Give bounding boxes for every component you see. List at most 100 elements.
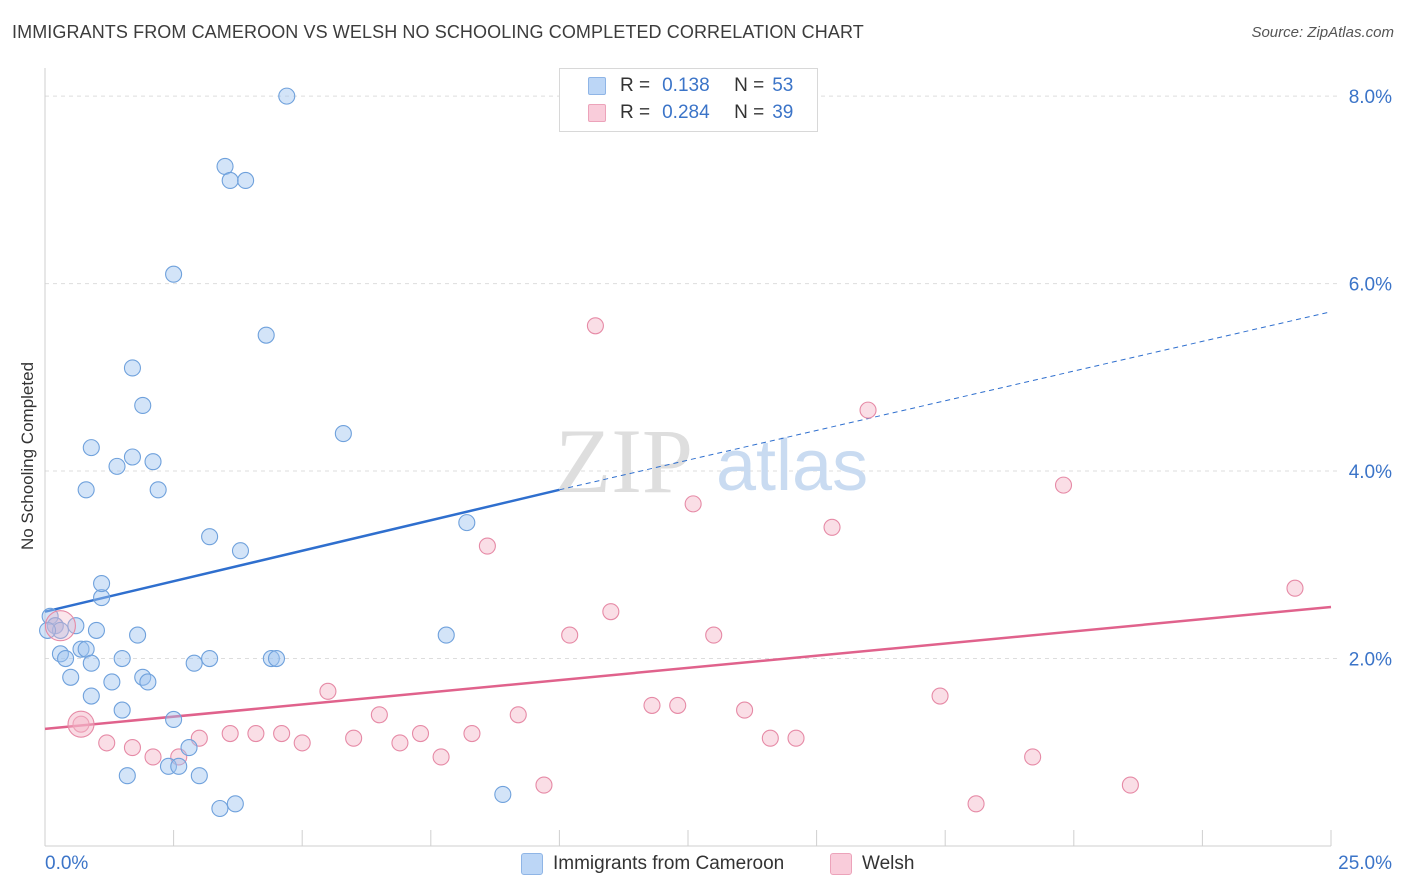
- cameroon-point: [144, 453, 162, 471]
- welsh-point: [705, 626, 723, 644]
- welsh-point: [967, 795, 985, 813]
- cameroon-point: [72, 640, 90, 658]
- cameroon-point: [201, 649, 219, 668]
- welsh-point: [319, 682, 337, 700]
- x-tick-label: 0.0%: [45, 853, 88, 874]
- y-axis-label: No Schooling Completed: [18, 361, 37, 551]
- cameroon-point: [185, 654, 203, 672]
- data-points: [39, 87, 1304, 818]
- cameroon-point: [82, 687, 100, 705]
- series-swatch-welsh: [830, 853, 852, 875]
- legend-r-label: R =: [620, 102, 651, 123]
- legend-swatch-welsh: [588, 104, 606, 122]
- cameroon-point: [494, 785, 512, 803]
- cameroon-point: [77, 481, 95, 499]
- cameroon-point: [123, 359, 141, 377]
- cameroon-point: [231, 542, 250, 560]
- series-legend-welsh: Welsh: [830, 850, 914, 878]
- series-label-cameroon: Immigrants from Cameroon: [553, 853, 785, 874]
- legend-r-label: R =: [620, 75, 651, 96]
- legend-n-value: 53: [772, 75, 794, 96]
- y-tick-label: 8.0%: [1349, 87, 1392, 108]
- cameroon-point: [103, 673, 121, 691]
- cameroon-point: [113, 701, 131, 719]
- axes: [44, 68, 1332, 847]
- welsh-point: [1054, 476, 1073, 494]
- cameroon-point: [267, 649, 286, 668]
- welsh-point: [643, 696, 661, 714]
- cameroon-point: [113, 649, 131, 668]
- legend-swatch-cameroon: [588, 77, 606, 95]
- cameroon-point: [211, 799, 229, 818]
- y-tick-label: 6.0%: [1349, 275, 1392, 296]
- welsh-point: [247, 724, 265, 743]
- welsh-point: [787, 729, 805, 747]
- legend-n-label: N =: [734, 75, 765, 96]
- welsh-point: [736, 701, 754, 719]
- cameroon-point: [82, 654, 100, 672]
- cameroon-point: [82, 439, 100, 457]
- cameroon-point: [458, 514, 476, 532]
- welsh-point: [345, 729, 363, 747]
- welsh-point: [761, 729, 779, 747]
- welsh-point: [602, 603, 620, 621]
- welsh-point: [859, 401, 877, 419]
- legend-row-cameroon: R = 0.138 N = 53: [588, 73, 793, 99]
- cameroon-point: [39, 621, 57, 639]
- cameroon-point: [149, 481, 167, 499]
- welsh-point: [535, 776, 553, 794]
- y-tick-label: 2.0%: [1349, 650, 1392, 671]
- cameroon-trend-extension: [559, 311, 1332, 491]
- cameroon-point: [62, 668, 80, 686]
- legend-n-label: N =: [734, 102, 765, 123]
- cameroon-point: [334, 425, 352, 443]
- watermark-atlas: atlas: [716, 426, 868, 506]
- welsh-point: [144, 748, 162, 766]
- cameroon-point: [278, 87, 296, 105]
- welsh-point: [432, 748, 450, 766]
- cameroon-point: [221, 171, 239, 190]
- welsh-point: [509, 706, 527, 724]
- cameroon-point: [93, 574, 111, 593]
- cameroon-point: [226, 795, 244, 813]
- cameroon-point: [134, 668, 152, 686]
- cameroon-point: [139, 673, 157, 691]
- welsh-point: [561, 626, 579, 644]
- legend-r-value: 0.138: [662, 75, 710, 96]
- source-label: Source: ZipAtlas.com: [1251, 24, 1394, 41]
- cameroon-point: [170, 757, 188, 775]
- cameroon-point: [123, 448, 141, 466]
- cameroon-point: [237, 171, 255, 190]
- welsh-point: [123, 739, 141, 757]
- chart-title: IMMIGRANTS FROM CAMEROON VS WELSH NO SCH…: [12, 22, 864, 42]
- welsh-point: [98, 734, 116, 752]
- x-tick-label: 25.0%: [1338, 853, 1392, 874]
- cameroon-point: [57, 649, 75, 668]
- cameroon-point: [190, 767, 208, 785]
- welsh-point: [1286, 579, 1304, 597]
- welsh-point: [44, 610, 76, 642]
- cameroon-point: [257, 326, 275, 344]
- cameroon-point: [165, 710, 183, 729]
- cameroon-point: [165, 265, 183, 283]
- welsh-point: [684, 495, 702, 513]
- cameroon-point: [118, 767, 136, 785]
- watermark-zip: ZIP: [555, 410, 693, 512]
- cameroon-point: [180, 739, 198, 757]
- welsh-point: [221, 724, 239, 743]
- welsh-point: [669, 696, 687, 714]
- cameroon-point: [437, 626, 455, 644]
- welsh-point: [273, 724, 291, 743]
- welsh-point: [370, 706, 388, 724]
- cameroon-point: [87, 621, 105, 639]
- correlation-legend: R = 0.138 N = 53 R = 0.284 N = 39: [559, 68, 818, 132]
- welsh-point: [1024, 748, 1042, 766]
- welsh-point: [931, 687, 949, 705]
- cameroon-point: [201, 528, 219, 546]
- cameroon-point: [134, 396, 152, 414]
- legend-r-value: 0.284: [662, 102, 710, 123]
- welsh-point: [478, 537, 496, 555]
- legend-row-welsh: R = 0.284 N = 39: [588, 100, 793, 126]
- cameroon-point: [51, 645, 69, 663]
- welsh-point: [67, 710, 95, 738]
